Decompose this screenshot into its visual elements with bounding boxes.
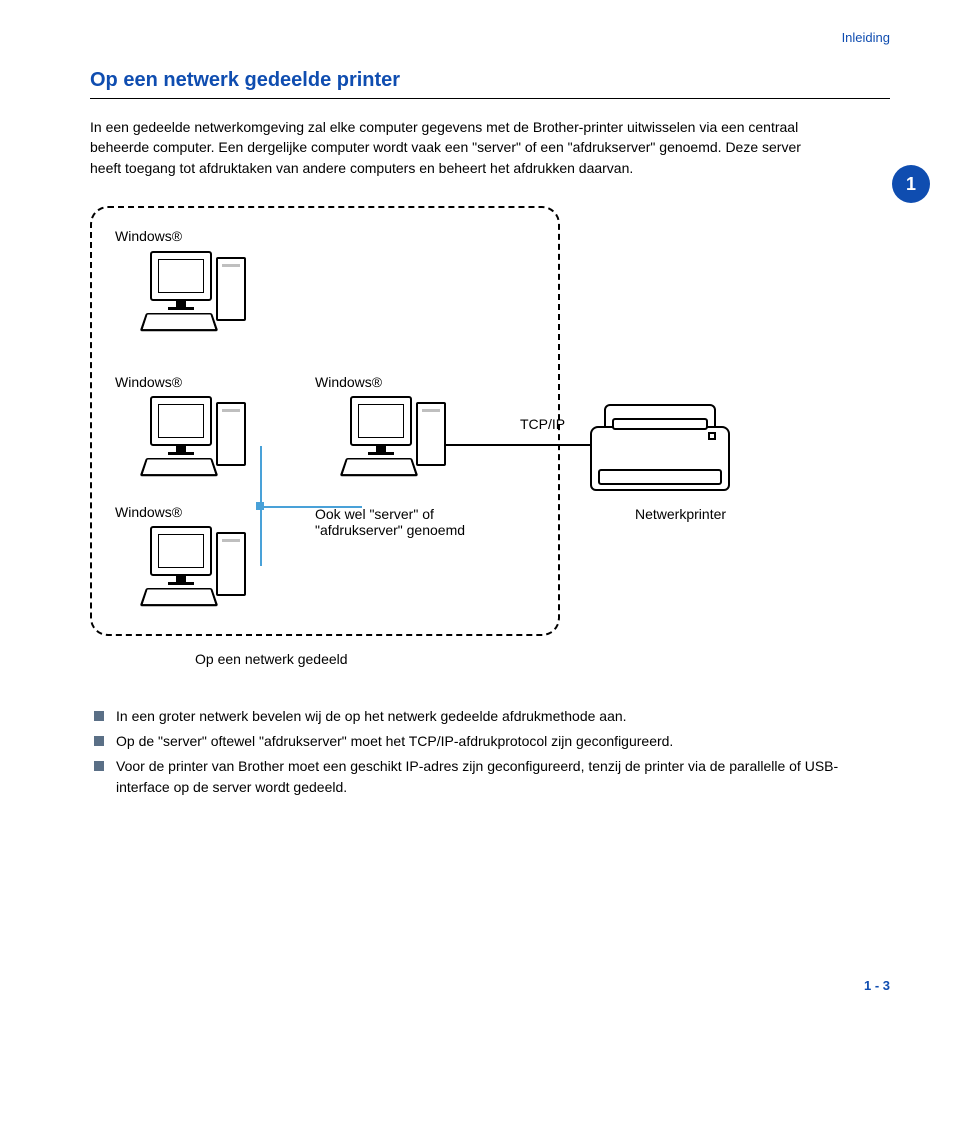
bullet-item: Voor de printer van Brother moet een ges…: [90, 756, 890, 798]
tcpip-label: TCP/IP: [520, 416, 565, 432]
computer-icon: [150, 251, 260, 341]
network-line: [440, 444, 590, 446]
network-diagram: Windows® Windows® Windows® Windows® Ook wel…: [90, 206, 850, 676]
section-title: Op een netwerk gedeelde printer: [90, 69, 890, 92]
printer-icon: [590, 396, 730, 491]
server-caption: Ook wel "server" of "afdrukserver" genoe…: [315, 506, 465, 538]
shared-caption: Op een netwerk gedeeld: [195, 651, 348, 667]
computer-icon: [350, 396, 460, 486]
title-rule: [90, 98, 890, 99]
computer-icon: [150, 526, 260, 616]
network-node-dot: [256, 502, 264, 510]
section-intro: In een gedeelde netwerkomgeving zal elke…: [90, 117, 890, 178]
computer-icon: [150, 396, 260, 486]
computer-label: Windows®: [315, 374, 382, 390]
bullet-item: In een groter netwerk bevelen wij de op …: [90, 706, 890, 727]
computer-label: Windows®: [115, 374, 182, 390]
computer-label: Windows®: [115, 228, 182, 244]
chapter-badge: 1: [892, 165, 930, 203]
computer-label: Windows®: [115, 504, 182, 520]
page-header-right: Inleiding: [90, 30, 890, 45]
bullet-list: In een groter netwerk bevelen wij de op …: [90, 706, 890, 798]
printer-label: Netwerkprinter: [635, 506, 726, 522]
bullet-item: Op de "server" oftewel "afdrukserver" mo…: [90, 731, 890, 752]
page-number: 1 - 3: [90, 978, 890, 993]
